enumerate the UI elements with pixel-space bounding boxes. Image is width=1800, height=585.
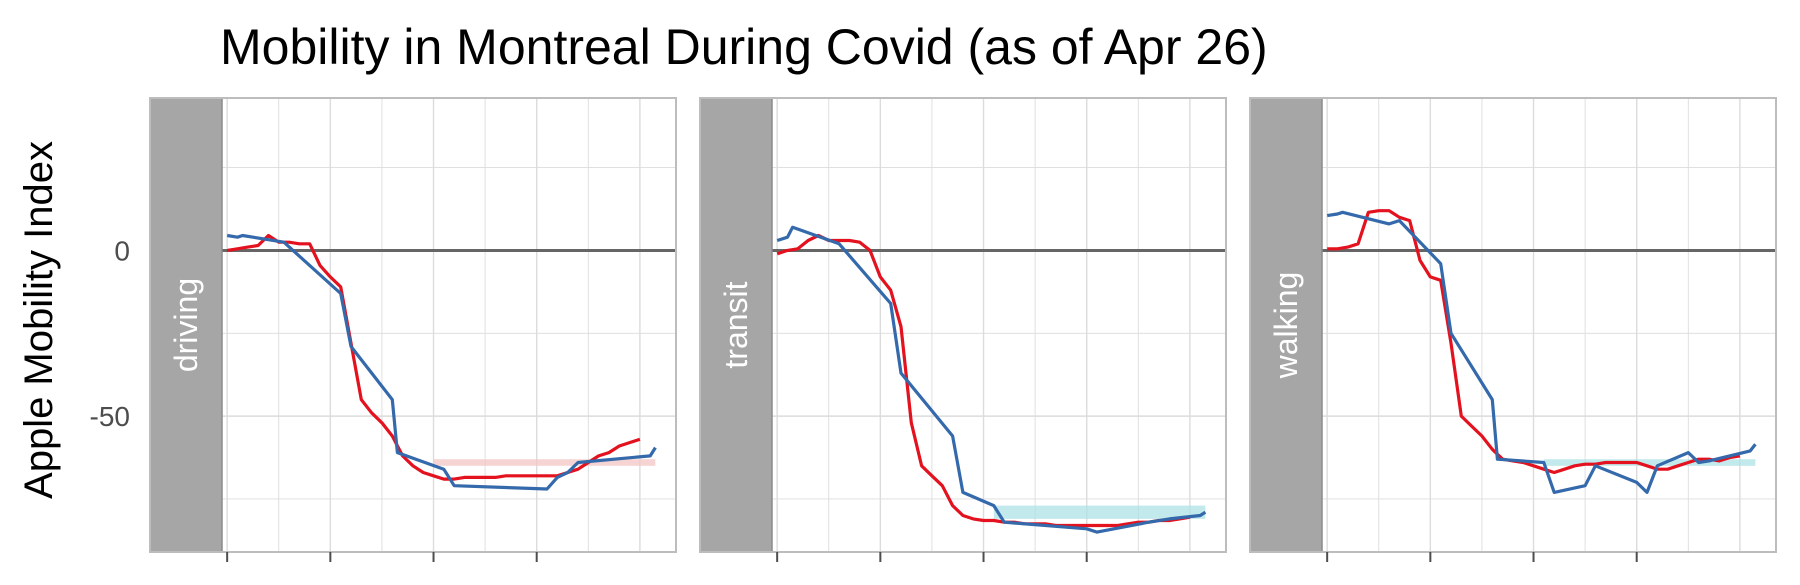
series-line-red [1327, 209, 1741, 475]
series-line-blue [1326, 210, 1757, 494]
panel-background [222, 98, 676, 552]
y-tick-label: 0 [114, 235, 130, 266]
panels: 0 -50 driving transit walking [90, 97, 1777, 562]
facet-label: walking [1268, 272, 1304, 380]
y-axis-label: Apple Mobility Index [17, 141, 61, 499]
chart-title: Mobility in Montreal During Covid (as of… [220, 19, 1268, 75]
panel-border [1249, 97, 1777, 553]
series-line-red [776, 233, 1191, 528]
facet-strip [700, 98, 772, 552]
panel-transit: transit [699, 97, 1227, 562]
facet-strip [1250, 98, 1322, 552]
panel-border [699, 97, 1227, 553]
y-tick-label: -50 [90, 401, 130, 432]
shaded-band [1543, 459, 1756, 466]
panel-background [1322, 98, 1776, 552]
facet-label: driving [168, 278, 204, 372]
series-line-blue [776, 225, 1207, 534]
panel-background [772, 98, 1226, 552]
shaded-band [993, 505, 1206, 519]
facet-label: transit [718, 281, 754, 368]
panel-walking: walking [1249, 97, 1777, 562]
series-line-blue [226, 233, 657, 491]
shaded-band [433, 459, 656, 466]
panel-border [149, 97, 677, 553]
series-line-red [226, 233, 641, 481]
facet-strip [150, 98, 222, 552]
panel-driving: driving [149, 97, 677, 562]
